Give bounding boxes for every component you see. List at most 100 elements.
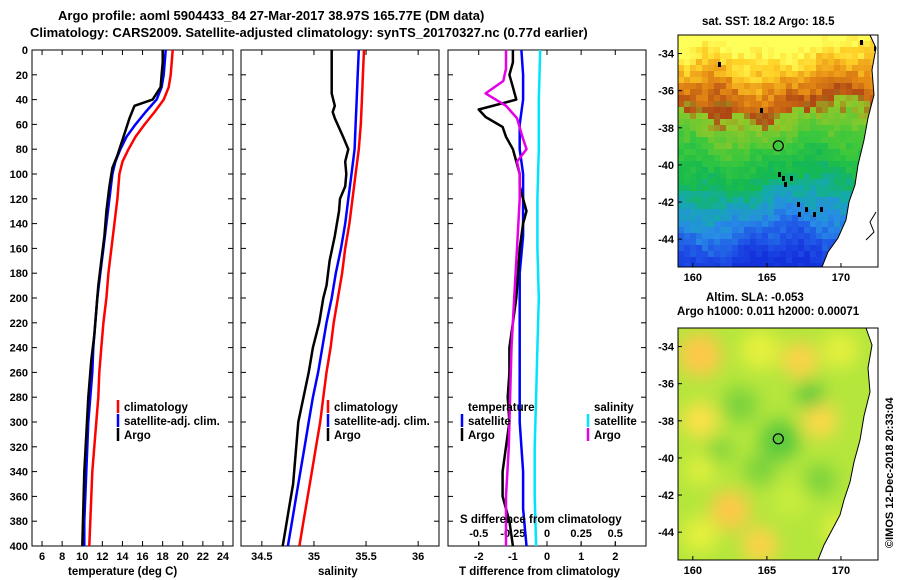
sla-anomaly-blob (708, 438, 732, 462)
sst-cell (792, 59, 799, 66)
sst-cell (684, 245, 691, 252)
sst-cell (786, 239, 793, 246)
sst-cell (732, 77, 739, 84)
sst-cell (744, 95, 751, 102)
sst-cell (822, 173, 829, 180)
sst-cell (702, 161, 709, 168)
sst-cell (714, 257, 721, 264)
sst-cell (708, 65, 715, 72)
sst-cell (786, 203, 793, 210)
sst-cell (714, 233, 721, 240)
sst-cell (702, 173, 709, 180)
sst-cell (816, 143, 823, 150)
sst-cell (732, 173, 739, 180)
sst-cell (810, 149, 817, 156)
sst-cell (702, 233, 709, 240)
sst-cell (732, 41, 739, 48)
sst-cell (708, 83, 715, 90)
sst-cell (744, 125, 751, 132)
sst-cell (768, 215, 775, 222)
sst-cell (792, 113, 799, 120)
x-tick-label: 10 (76, 551, 88, 563)
sst-cell (708, 95, 715, 102)
sst-cell (678, 41, 685, 48)
sst-cell (744, 131, 751, 138)
sst-cell (816, 167, 823, 174)
x-tick-label: 14 (116, 551, 129, 563)
sst-cell (768, 59, 775, 66)
sst-cell (810, 35, 817, 42)
sst-cell (816, 155, 823, 162)
map-y-tick-label: -42 (658, 490, 674, 502)
sst-cell (702, 107, 709, 114)
sst-cell (804, 239, 811, 246)
sst-cell (708, 47, 715, 54)
sst-cell (738, 107, 745, 114)
sst-cell (792, 47, 799, 54)
sst-cell (786, 47, 793, 54)
sst-cell (780, 125, 787, 132)
sst-cell (714, 53, 721, 60)
sst-cell (822, 239, 829, 246)
sst-cell (852, 131, 859, 138)
sst-cell (738, 185, 745, 192)
sst-cell (774, 251, 781, 258)
sst-cell (744, 161, 751, 168)
sst-cell (798, 89, 805, 96)
map-y-tick-label: -34 (658, 49, 675, 61)
sst-cell (726, 197, 733, 204)
sst-cell (774, 209, 781, 216)
sst-cell (822, 167, 829, 174)
sst-cell (858, 107, 865, 114)
x-tick-label: 34.5 (251, 551, 272, 563)
sst-cell (750, 245, 757, 252)
sst-cell (846, 173, 853, 180)
sst-cell (810, 71, 817, 78)
difference-panel: -2 -1 0 1 2 -0.5 -0.25 0 0.25 0.5 S difference f… (447, 49, 647, 578)
sst-cell (726, 185, 733, 192)
sst-cell (714, 197, 721, 204)
sst-cell (828, 227, 835, 234)
sst-cell (846, 149, 853, 156)
sst-cell (750, 227, 757, 234)
sst-cell (786, 89, 793, 96)
sst-cell (828, 179, 835, 186)
sst-cell (810, 179, 817, 186)
sst-cell (846, 155, 853, 162)
sst-cell (846, 101, 853, 108)
legend-climatology-label: climatology (334, 402, 399, 414)
sst-cell (690, 179, 697, 186)
sst-cell (774, 161, 781, 168)
sst-cell (756, 113, 763, 120)
sst-cell (708, 233, 715, 240)
sst-cell (822, 233, 829, 240)
s-tick-label: 0 (544, 528, 550, 540)
sst-cell (774, 41, 781, 48)
sst-cell (798, 209, 805, 216)
sst-cell (762, 263, 769, 267)
sst-cell (738, 209, 745, 216)
sst-cell (738, 59, 745, 66)
sst-cell (786, 137, 793, 144)
sst-cell (756, 257, 763, 264)
salinity-panel: 34.5 35 35.5 36 salinity climatology satell… (240, 49, 440, 578)
sst-cell (792, 221, 799, 228)
sst-cell (696, 143, 703, 150)
sla-anomaly-blob (822, 332, 858, 368)
sst-cell (762, 119, 769, 126)
sst-cell (804, 71, 811, 78)
sst-cell (690, 83, 697, 90)
sst-cell (738, 215, 745, 222)
sst-cell (834, 107, 841, 114)
sst-cell (762, 71, 769, 78)
sst-cell (678, 71, 685, 78)
sst-cell (738, 155, 745, 162)
sst-cell (816, 257, 823, 264)
sst-cell (846, 161, 853, 168)
sst-cell (816, 125, 823, 132)
sst-cell (834, 203, 841, 210)
sst-cell (678, 59, 685, 66)
sst-cell (822, 95, 829, 102)
sla-anomaly-blob (710, 490, 750, 530)
sst-cell (762, 137, 769, 144)
